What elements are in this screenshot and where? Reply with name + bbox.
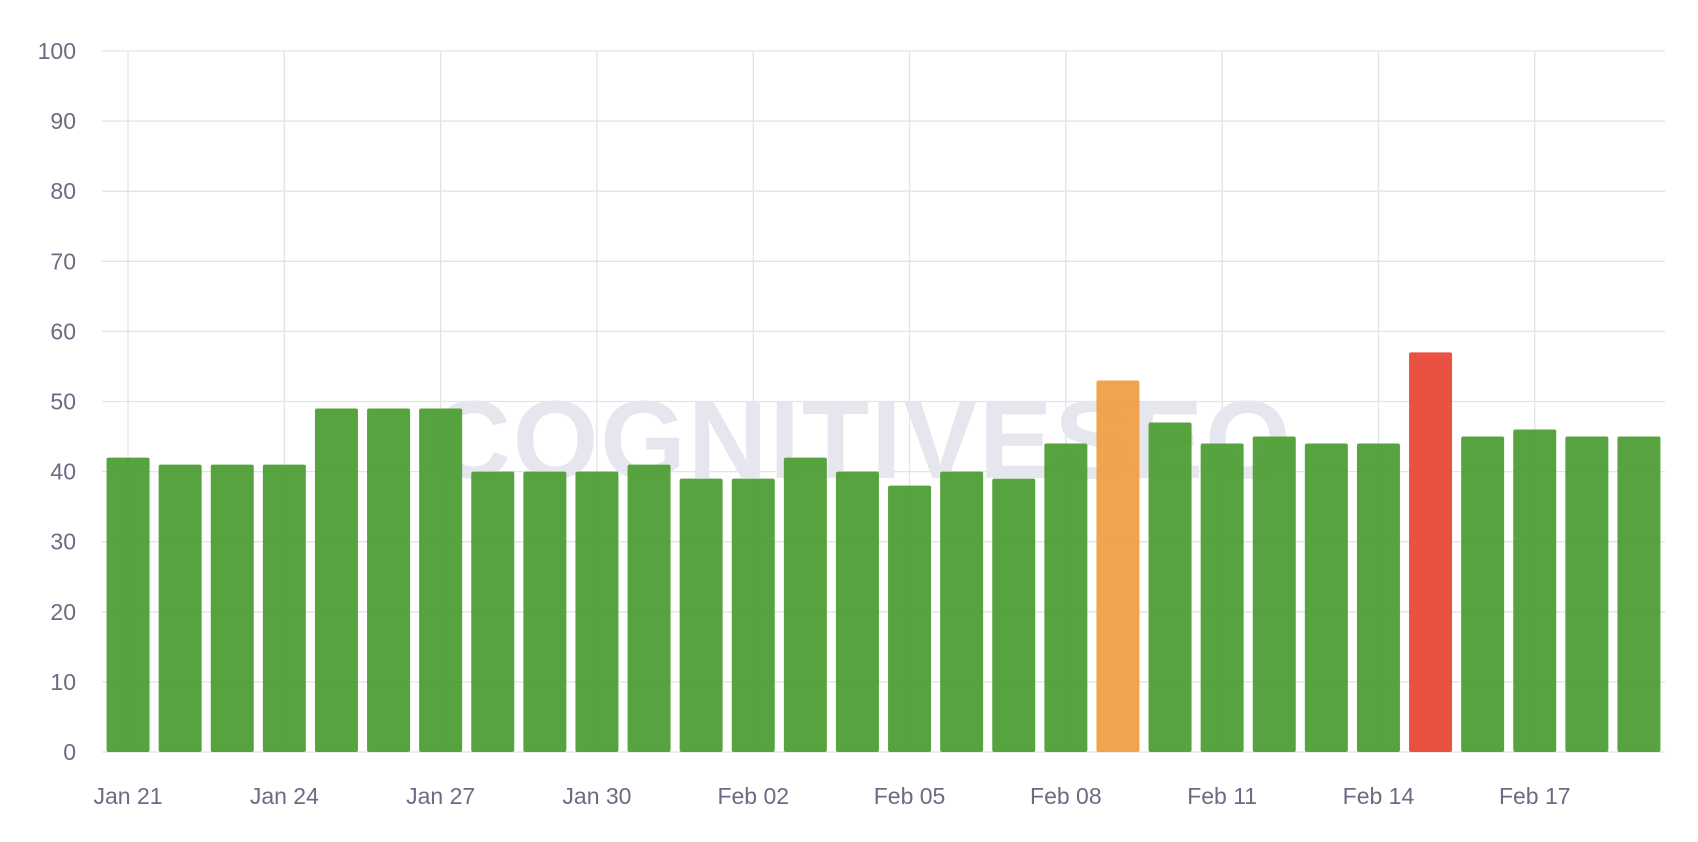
x-tick-label: Feb 05 xyxy=(874,783,946,809)
x-tick-label: Jan 27 xyxy=(406,783,475,809)
y-tick-label: 100 xyxy=(38,38,76,64)
bars-layer xyxy=(106,352,1661,752)
bar-feb-02[interactable] xyxy=(731,478,775,752)
y-tick-label: 10 xyxy=(50,669,76,695)
bar-feb-08[interactable] xyxy=(1044,443,1088,752)
bar-feb-06[interactable] xyxy=(940,471,984,752)
bar-jan-28[interactable] xyxy=(471,471,515,752)
bar-feb-12[interactable] xyxy=(1252,436,1296,752)
bar-jan-21[interactable] xyxy=(106,457,150,752)
x-tick-label: Feb 17 xyxy=(1499,783,1571,809)
bar-feb-15[interactable] xyxy=(1409,352,1453,752)
bar-jan-29[interactable] xyxy=(523,471,567,752)
bar-feb-13[interactable] xyxy=(1304,443,1348,752)
bar-jan-31[interactable] xyxy=(627,464,671,752)
y-tick-label: 60 xyxy=(50,318,76,344)
bar-feb-18[interactable] xyxy=(1565,436,1609,752)
bar-feb-04[interactable] xyxy=(835,471,879,752)
y-tick-label: 80 xyxy=(50,178,76,204)
bar-feb-01[interactable] xyxy=(679,478,723,752)
x-tick-label: Jan 21 xyxy=(94,783,163,809)
y-tick-label: 20 xyxy=(50,599,76,625)
x-tick-label: Jan 30 xyxy=(562,783,631,809)
y-tick-label: 30 xyxy=(50,529,76,555)
bar-jan-22[interactable] xyxy=(158,464,202,752)
bar-jan-27[interactable] xyxy=(419,408,463,752)
x-tick-label: Feb 08 xyxy=(1030,783,1102,809)
y-tick-label: 0 xyxy=(63,739,76,765)
bar-feb-16[interactable] xyxy=(1461,436,1505,752)
bar-jan-30[interactable] xyxy=(575,471,619,752)
bar-feb-09[interactable] xyxy=(1096,380,1140,752)
bar-feb-07[interactable] xyxy=(992,478,1036,752)
y-tick-label: 70 xyxy=(50,248,76,274)
bar-jan-23[interactable] xyxy=(210,464,254,752)
x-tick-label: Feb 11 xyxy=(1187,783,1257,809)
x-tick-label: Feb 02 xyxy=(717,783,789,809)
bar-jan-26[interactable] xyxy=(367,408,411,752)
x-tick-label: Jan 24 xyxy=(250,783,319,809)
bar-feb-14[interactable] xyxy=(1356,443,1400,752)
bar-feb-10[interactable] xyxy=(1148,422,1192,752)
bar-feb-19[interactable] xyxy=(1617,436,1661,752)
bar-feb-03[interactable] xyxy=(783,457,827,752)
bar-feb-05[interactable] xyxy=(888,485,932,752)
y-tick-label: 40 xyxy=(50,459,76,485)
x-tick-label: Feb 14 xyxy=(1343,783,1415,809)
axis-layer: 0 10 20 30 40 50 60 70 80 90 100 Jan 21 Jan 24 Jan 27… xyxy=(38,38,1571,809)
bar-jan-24[interactable] xyxy=(262,464,306,752)
y-tick-label: 50 xyxy=(50,389,76,415)
bar-jan-25[interactable] xyxy=(314,408,358,752)
bar-feb-11[interactable] xyxy=(1200,443,1244,752)
y-tick-label: 90 xyxy=(50,108,76,134)
bar-feb-17[interactable] xyxy=(1513,429,1557,752)
